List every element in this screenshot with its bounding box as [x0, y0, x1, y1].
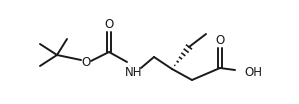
- Text: OH: OH: [244, 66, 262, 79]
- Text: O: O: [215, 35, 225, 48]
- Text: O: O: [104, 19, 114, 32]
- Text: NH: NH: [125, 66, 143, 79]
- Text: O: O: [81, 56, 91, 69]
